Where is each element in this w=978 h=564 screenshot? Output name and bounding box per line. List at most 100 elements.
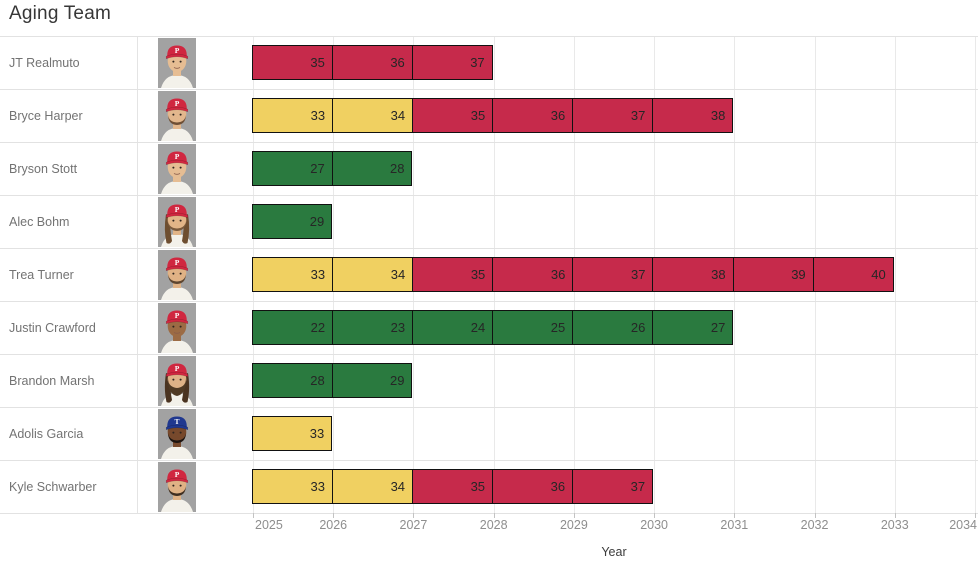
age-segment[interactable]: 33 — [253, 417, 332, 450]
axis-tick-label: 2032 — [800, 518, 829, 532]
player-row: Alec Bohm P 29 — [0, 196, 978, 249]
player-photo: P — [158, 91, 196, 141]
axis-tick-label: 2033 — [880, 518, 909, 532]
player-row: Justin Crawford P 22 23 24 25 26 27 — [0, 302, 978, 355]
player-name: Bryson Stott — [9, 162, 78, 176]
age-gantt-bar: 29 — [252, 204, 333, 239]
svg-text:P: P — [175, 311, 180, 320]
age-gantt-bar: 33 34 35 36 37 38 39 40 — [252, 257, 894, 292]
axis-tick-label: 2028 — [479, 518, 508, 532]
age-gantt-bar: 27 28 — [252, 151, 413, 186]
age-segment[interactable]: 35 — [412, 99, 493, 132]
age-segment[interactable]: 34 — [332, 258, 413, 291]
axis-tick-label: 2026 — [319, 518, 348, 532]
age-gantt-bar: 33 34 35 36 37 38 — [252, 98, 734, 133]
svg-text:P: P — [175, 152, 180, 161]
age-segment[interactable]: 36 — [492, 99, 573, 132]
age-gantt-bar: 22 23 24 25 26 27 — [252, 310, 734, 345]
player-name: Trea Turner — [9, 268, 74, 282]
age-segment[interactable]: 36 — [492, 470, 573, 503]
age-segment[interactable]: 37 — [572, 99, 653, 132]
svg-text:P: P — [175, 99, 180, 108]
age-segment[interactable]: 37 — [411, 46, 492, 79]
player-name: Kyle Schwarber — [9, 480, 97, 494]
svg-text:P: P — [175, 46, 180, 55]
player-photo: P — [158, 303, 196, 353]
age-gantt-bar: 33 — [252, 416, 333, 451]
gridline-2033 — [894, 36, 896, 513]
player-photo: P — [158, 356, 196, 406]
age-segment[interactable]: 22 — [253, 311, 333, 344]
player-photo: P — [158, 144, 196, 194]
axis-tick — [894, 513, 896, 518]
age-segment[interactable]: 38 — [652, 258, 733, 291]
age-segment[interactable]: 24 — [412, 311, 493, 344]
age-segment[interactable]: 37 — [572, 258, 653, 291]
age-segment[interactable]: 23 — [332, 311, 413, 344]
x-axis-title: Year — [601, 545, 627, 559]
age-segment[interactable]: 40 — [812, 258, 893, 291]
svg-text:P: P — [175, 470, 180, 479]
age-gantt-bar: 33 34 35 36 37 — [252, 469, 654, 504]
age-segment[interactable]: 34 — [332, 99, 413, 132]
page-title: Aging Team — [9, 3, 111, 24]
player-row: Bryson Stott P 27 28 — [0, 143, 978, 196]
player-row: Brandon Marsh P 28 29 — [0, 355, 978, 408]
age-segment[interactable]: 36 — [331, 46, 412, 79]
gridline-2034 — [975, 36, 976, 513]
player-row: Trea Turner P 33 34 35 36 37 38 39 40 — [0, 249, 978, 302]
player-photo: P — [158, 38, 196, 88]
axis-tick — [253, 513, 254, 518]
age-segment[interactable]: 33 — [253, 99, 333, 132]
axis-tick — [734, 513, 736, 518]
age-segment[interactable]: 26 — [572, 311, 653, 344]
age-segment[interactable]: 33 — [253, 470, 333, 503]
axis-tick-label: 2027 — [399, 518, 428, 532]
player-name: Alec Bohm — [9, 215, 70, 229]
age-segment[interactable]: 35 — [253, 46, 332, 79]
age-segment[interactable]: 35 — [412, 470, 493, 503]
age-segment[interactable]: 33 — [253, 258, 333, 291]
age-segment[interactable]: 37 — [572, 470, 653, 503]
player-photo: P — [158, 250, 196, 300]
player-photo: T — [158, 409, 196, 459]
age-segment[interactable]: 29 — [331, 364, 412, 397]
player-name: Brandon Marsh — [9, 374, 95, 388]
age-segment[interactable]: 39 — [732, 258, 813, 291]
axis-tick — [654, 513, 656, 518]
age-gantt-bar: 35 36 37 — [252, 45, 493, 80]
age-segment[interactable]: 28 — [331, 152, 412, 185]
axis-tick-label: 2034 — [949, 518, 977, 532]
axis-tick — [573, 513, 575, 518]
age-segment[interactable]: 28 — [253, 364, 332, 397]
player-row: JT Realmuto P 35 36 37 — [0, 37, 978, 90]
age-segment[interactable]: 25 — [492, 311, 573, 344]
player-photo: P — [158, 462, 196, 512]
axis-tick-label: 2029 — [559, 518, 588, 532]
axis-tick — [413, 513, 415, 518]
svg-text:P: P — [175, 205, 180, 214]
age-gantt-bar: 28 29 — [252, 363, 413, 398]
age-segment[interactable]: 27 — [652, 311, 733, 344]
svg-text:P: P — [175, 258, 180, 267]
player-name: JT Realmuto — [9, 56, 80, 70]
axis-tick-label: 2030 — [640, 518, 669, 532]
player-name: Bryce Harper — [9, 109, 83, 123]
svg-text:P: P — [175, 364, 180, 373]
age-segment[interactable]: 36 — [492, 258, 573, 291]
player-rows: JT Realmuto P 35 36 37 Bryce Harper P 33 34 35 36 3… — [0, 36, 978, 514]
age-segment[interactable]: 34 — [332, 470, 413, 503]
axis-tick — [814, 513, 816, 518]
player-name: Adolis Garcia — [9, 427, 84, 441]
axis-tick — [975, 513, 976, 518]
player-row: Kyle Schwarber P 33 34 35 36 37 — [0, 461, 978, 514]
axis-tick — [333, 513, 335, 518]
age-segment[interactable]: 35 — [412, 258, 493, 291]
axis-tick — [493, 513, 495, 518]
age-segment[interactable]: 29 — [253, 205, 332, 238]
svg-text:T: T — [174, 417, 179, 426]
player-row: Bryce Harper P 33 34 35 36 37 38 — [0, 90, 978, 143]
age-segment[interactable]: 27 — [253, 152, 332, 185]
player-row: Adolis Garcia T 33 — [0, 408, 978, 461]
age-segment[interactable]: 38 — [652, 99, 733, 132]
